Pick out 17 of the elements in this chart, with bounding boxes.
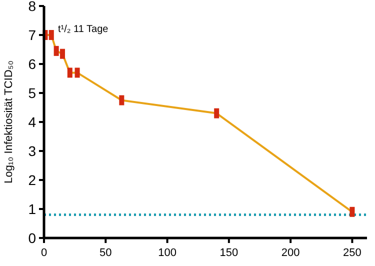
x-tick-label: 150 — [220, 247, 238, 259]
y-tick-label: 0 — [28, 230, 36, 246]
annotation: t¹/₂ 11 Tage — [58, 24, 109, 35]
x-tick-label: 200 — [281, 247, 300, 259]
y-tick-label: 8 — [28, 0, 36, 14]
y-tick-label: 5 — [28, 85, 36, 101]
y-tick-label: 2 — [28, 172, 36, 188]
y-tick-label: 1 — [28, 201, 36, 217]
x-tick-label: 0 — [40, 247, 48, 259]
x-tick-label: 50 — [100, 247, 112, 259]
y-tick-label: 3 — [28, 143, 36, 159]
x-tick-label: 100 — [158, 247, 176, 259]
x-tick-label: 250 — [343, 247, 362, 259]
y-axis-title: Log₁₀ Infektiosität TCID₅₀ — [3, 60, 15, 184]
y-tick-label: 7 — [28, 27, 36, 43]
y-tick-label: 6 — [28, 56, 36, 72]
y-tick-label: 4 — [28, 114, 36, 130]
